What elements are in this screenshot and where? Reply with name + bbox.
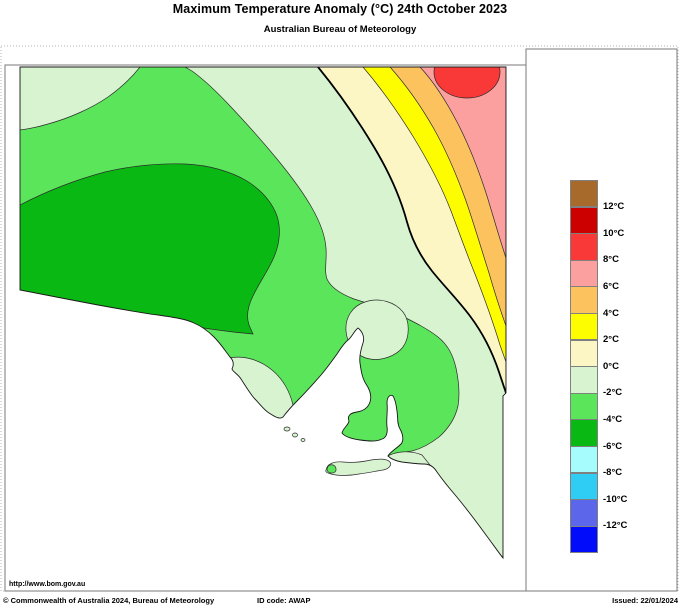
legend-label-12: -12°C [603, 520, 628, 532]
legend-swatch-13 [570, 525, 598, 554]
kangaroo-island [325, 458, 391, 476]
band-6-to-8-region [419, 67, 506, 259]
legend-label-6: 0°C [603, 360, 619, 372]
legend-swatch-0 [570, 180, 598, 208]
band-minus2-to-0-gulf-blob [345, 299, 409, 360]
page-subtitle: Australian Bureau of Meteorology [263, 24, 417, 35]
legend-label-10: -8°C [603, 467, 623, 479]
legend-swatch-6 [570, 339, 598, 367]
legend-label-5: 2°C [603, 334, 619, 346]
band-minus2-to-0-northwest [20, 67, 141, 131]
legend-swatch-9 [570, 419, 598, 447]
id-code-text: ID code: AWAP [257, 596, 311, 605]
legend-swatch-5 [570, 313, 598, 341]
copyright-text: © Commonwealth of Australia 2024, Bureau… [3, 596, 215, 605]
legend-swatch-12 [570, 499, 598, 527]
legend-swatch-4 [570, 286, 598, 314]
legend-label-7: -2°C [603, 387, 623, 399]
legend-label-4: 4°C [603, 307, 619, 319]
legend-swatch-11 [570, 472, 598, 500]
island-1 [283, 426, 291, 432]
legend-swatch-10 [570, 446, 598, 474]
legend-label-11: -10°C [603, 493, 628, 505]
issued-text: Issued: 22/01/2024 [612, 596, 678, 605]
legend-swatch-1 [570, 206, 598, 234]
legend-swatch-2 [570, 233, 598, 261]
legend-swatch-8 [570, 392, 598, 421]
legend-label-8: -4°C [603, 413, 623, 425]
page-title: Maximum Temperature Anomaly (°C) 24th Oc… [172, 2, 508, 16]
legend-label-0: 12°C [603, 201, 625, 213]
band-8-to-10-region [433, 67, 501, 99]
legend-swatch-7 [570, 366, 598, 394]
zero-degree-contour [317, 67, 506, 394]
island-2 [292, 432, 298, 438]
legend-frame [525, 48, 678, 592]
legend-label-9: -6°C [603, 440, 623, 452]
legend-swatch-3 [570, 259, 598, 288]
coastline [19, 66, 507, 560]
legend-label-2: 8°C [603, 254, 619, 266]
band-minus6-to-minus4-region [20, 163, 280, 335]
bom-url: http://www.bom.gov.au [9, 581, 86, 588]
legend-label-3: 6°C [603, 280, 619, 292]
kangaroo-island-west-green-patch [326, 464, 337, 474]
island-3 [300, 438, 306, 442]
legend-label-1: 10°C [603, 227, 625, 239]
